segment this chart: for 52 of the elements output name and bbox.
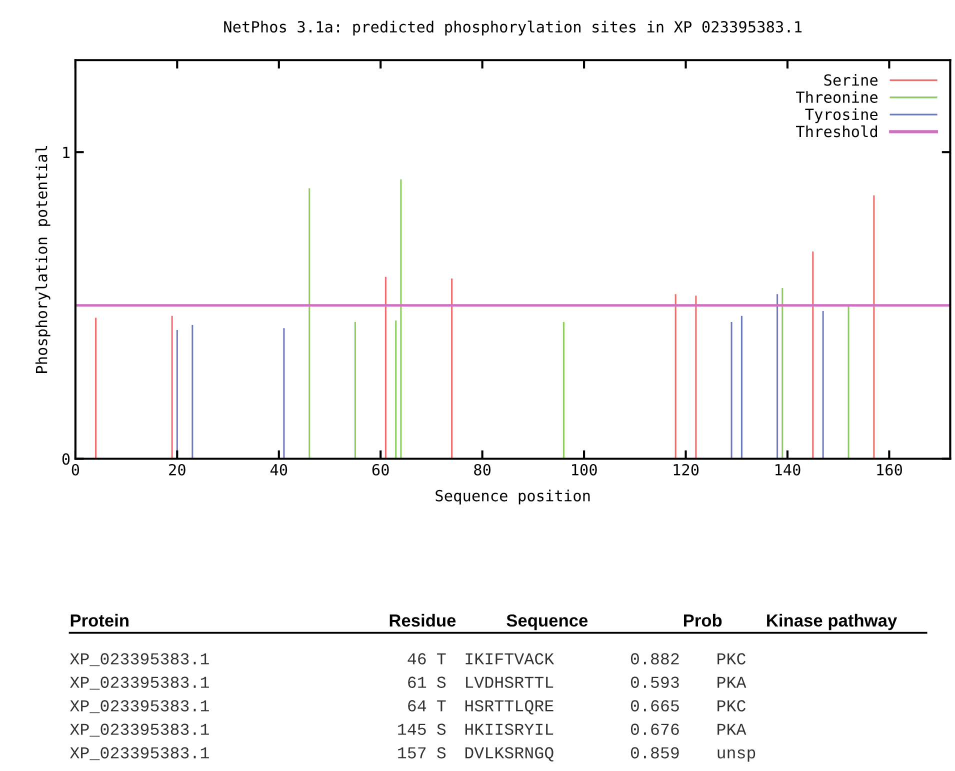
text: PKA xyxy=(718,724,746,735)
y-tick-label: 1 xyxy=(63,146,70,158)
x-tick-label: 120 xyxy=(674,464,699,476)
text: XP_023395383.1 xyxy=(70,747,209,760)
text: S xyxy=(437,676,446,688)
chart-title: NetPhos 3.1a: predicted phosphorylation sites in XP 023395383.1 xyxy=(224,20,802,36)
text: 0.593 xyxy=(630,676,679,688)
text: Prob xyxy=(684,614,722,627)
text: Sequence xyxy=(506,614,588,630)
x-tick-label: 40 xyxy=(270,464,288,476)
text: HKIISRYIL xyxy=(465,724,554,735)
text: S xyxy=(437,724,446,735)
x-axis-title: Sequence position xyxy=(436,490,590,504)
text: HSRTTLQRE xyxy=(465,700,554,714)
text: 0.676 xyxy=(630,724,679,735)
text: XP_023395383.1 xyxy=(70,653,209,666)
x-tick-label: 160 xyxy=(877,464,902,476)
text: S xyxy=(437,747,446,758)
text: 145 xyxy=(398,724,426,735)
x-tick-label: 20 xyxy=(169,464,186,476)
text: PKA xyxy=(718,676,746,688)
text: Kinase pathway xyxy=(767,614,898,630)
x-tick-label: 60 xyxy=(372,464,389,476)
text: 64 xyxy=(408,700,426,712)
y-axis-title: Phosphorylation potential xyxy=(35,146,50,373)
text: DVLKSRNGQ xyxy=(465,747,554,762)
text: 0.882 xyxy=(630,653,679,664)
text: 0.859 xyxy=(630,747,679,758)
legend-label: Threshold xyxy=(796,125,877,138)
text: XP_023395383.1 xyxy=(70,676,209,690)
text: T xyxy=(437,700,446,712)
x-tick-label: 80 xyxy=(474,464,491,476)
x-tick-label: 140 xyxy=(776,464,800,476)
text: XP_023395383.1 xyxy=(70,700,209,714)
text: T xyxy=(437,653,446,664)
x-tick-label: 0 xyxy=(72,464,80,476)
text: 46 xyxy=(408,653,426,664)
x-tick-label: 100 xyxy=(572,464,597,476)
text: PKC xyxy=(718,700,746,712)
legend-label: Threonine xyxy=(796,91,878,103)
text: Protein xyxy=(70,614,128,627)
text: LVDHSRTTL xyxy=(466,676,554,688)
text: XP_023395383.1 xyxy=(70,724,209,737)
text: unsp xyxy=(718,749,756,762)
text: 157 xyxy=(398,747,426,758)
text: 61 xyxy=(408,676,426,688)
text: PKC xyxy=(718,653,746,664)
legend-label: Serine xyxy=(824,74,878,86)
text: Residue xyxy=(390,614,456,627)
legend-label: Tyrosine xyxy=(805,108,878,124)
text: 0.665 xyxy=(630,700,679,712)
text: IKIFTVACK xyxy=(466,653,554,664)
